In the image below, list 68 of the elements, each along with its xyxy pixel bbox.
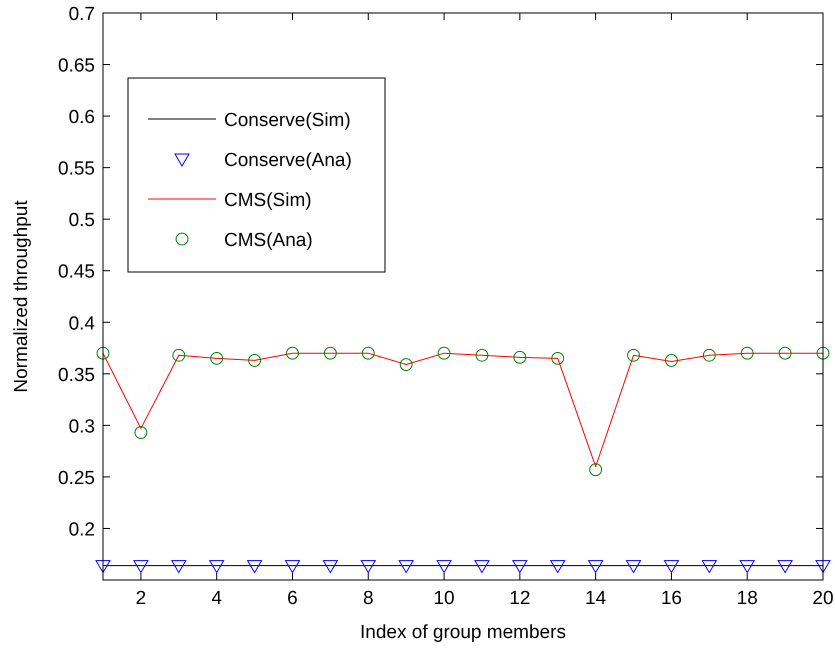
- point: [740, 560, 755, 574]
- point: [96, 560, 110, 574]
- y-tick-label: 0.4: [68, 313, 96, 334]
- point: [438, 346, 450, 360]
- y-tick-label: 0.3: [68, 416, 95, 438]
- point: [626, 560, 642, 574]
- y-axis-title: Normalized throughput: [11, 200, 32, 393]
- point: [816, 560, 830, 574]
- point: [740, 346, 754, 360]
- point: [360, 560, 376, 574]
- legend-label: Conserve(Sim): [224, 110, 351, 131]
- point: [589, 463, 602, 476]
- x-tick-label: 14: [585, 588, 607, 609]
- point: [513, 350, 526, 364]
- point: [322, 560, 338, 574]
- y-tick-label: 0.45: [58, 262, 95, 283]
- point: [133, 560, 148, 574]
- y-tick-label: 0.55: [58, 158, 95, 180]
- x-axis-title: Index of group members: [360, 622, 566, 643]
- point: [778, 346, 792, 360]
- legend-label: Conserve(Ana): [224, 150, 352, 171]
- point: [209, 560, 224, 574]
- point: [362, 346, 375, 360]
- x-tick-label: 2: [136, 588, 146, 609]
- point: [474, 560, 490, 574]
- x-tick-label: 6: [287, 588, 298, 609]
- y-tick-label: 0.35: [58, 364, 95, 386]
- point: [172, 348, 186, 362]
- point: [436, 560, 452, 574]
- x-tick-label: 18: [736, 588, 758, 609]
- point: [627, 348, 640, 362]
- x-tick-label: 8: [362, 588, 374, 609]
- point: [247, 560, 262, 574]
- point: [248, 354, 261, 367]
- x-tick-label: 16: [660, 588, 682, 609]
- line-series: [102, 352, 824, 468]
- point: [550, 560, 566, 574]
- point: [286, 346, 299, 360]
- legend-label: CMS(Sim): [224, 190, 312, 211]
- x-tick-label: 20: [812, 588, 834, 609]
- point: [476, 348, 488, 362]
- x-tick-label: 10: [433, 588, 455, 609]
- point: [171, 560, 186, 574]
- y-tick-label: 0.25: [58, 468, 95, 489]
- point: [551, 352, 564, 365]
- y-tick-label: 0.2: [68, 519, 95, 540]
- y-tick-label: 0.6: [68, 107, 95, 128]
- x-tick-label: 12: [509, 588, 530, 609]
- point: [778, 560, 793, 574]
- point: [512, 560, 528, 574]
- point: [96, 346, 110, 360]
- point: [664, 560, 679, 574]
- point: [210, 352, 224, 365]
- point: [702, 348, 716, 362]
- y-tick-label: 0.7: [68, 4, 95, 25]
- y-tick-label: 0.65: [58, 56, 95, 77]
- point: [816, 346, 830, 360]
- point: [588, 560, 604, 574]
- x-tick-label: 4: [211, 588, 222, 609]
- legend-label: CMS(Ana): [224, 230, 313, 251]
- y-tick-label: 0.5: [68, 210, 95, 232]
- point: [324, 346, 337, 360]
- point: [702, 560, 717, 574]
- point: [665, 354, 678, 367]
- point: [284, 560, 300, 574]
- point: [134, 426, 148, 439]
- point: [400, 358, 413, 371]
- point: [398, 560, 414, 574]
